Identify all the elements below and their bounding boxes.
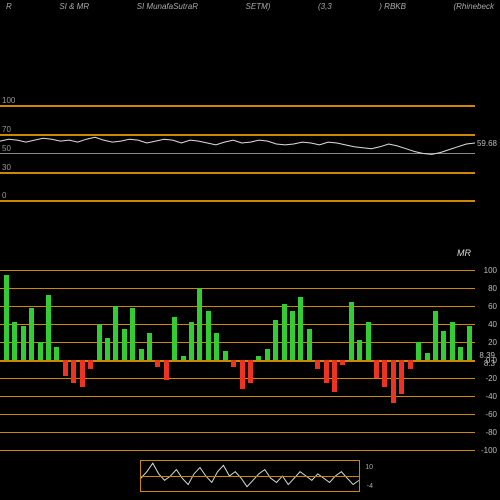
bar — [105, 338, 110, 361]
bar — [357, 340, 362, 360]
bar — [88, 360, 93, 369]
bar — [408, 360, 413, 369]
hdr-4: (3,3 — [318, 2, 332, 14]
bar — [458, 347, 463, 361]
bar — [139, 349, 144, 360]
bar — [307, 329, 312, 361]
bar — [399, 360, 404, 394]
bar — [324, 360, 329, 383]
bar — [248, 360, 253, 383]
gridline — [0, 450, 475, 451]
rsi-line-panel: 0305070100 59.68 — [0, 105, 475, 200]
bar — [467, 326, 472, 360]
header-row: R SI & MR SI MunafaSutraR SETM) (3,3 ) R… — [0, 2, 500, 14]
hdr-6: (Rhinebeck — [453, 2, 493, 14]
bar — [340, 360, 345, 365]
bar — [4, 275, 9, 361]
bar — [425, 353, 430, 360]
rsi-line-svg — [0, 105, 475, 200]
bar — [282, 304, 287, 360]
bar — [391, 360, 396, 403]
gridline-label: 80 — [488, 284, 497, 293]
bar — [12, 322, 17, 360]
bar — [130, 308, 135, 360]
bars-container — [4, 270, 475, 450]
hdr-3: SETM) — [246, 2, 271, 14]
bar — [113, 306, 118, 360]
bar — [315, 360, 320, 369]
bar — [256, 356, 261, 361]
bar — [189, 322, 194, 360]
bar — [181, 356, 186, 361]
bar — [172, 317, 177, 360]
gridline-label: -100 — [481, 446, 497, 455]
bar — [214, 333, 219, 360]
bar — [29, 308, 34, 360]
bar — [433, 311, 438, 361]
bar — [197, 288, 202, 360]
gridline-label: -40 — [485, 392, 497, 401]
bottom-label-bottom: -4 — [367, 483, 373, 490]
bar — [332, 360, 337, 392]
bar — [349, 302, 354, 361]
gridline-label: 60 — [488, 302, 497, 311]
bar — [366, 322, 371, 360]
bar — [290, 311, 295, 361]
bar — [223, 351, 228, 360]
gridline-label: 100 — [2, 96, 15, 105]
gridline-label: 40 — [488, 320, 497, 329]
bar — [298, 297, 303, 360]
gridline — [0, 200, 475, 202]
bar — [240, 360, 245, 389]
bar — [122, 329, 127, 361]
bar — [155, 360, 160, 367]
bar — [21, 326, 26, 360]
hdr-5: ) RBKB — [379, 2, 406, 14]
gridline-label: 20 — [488, 338, 497, 347]
bar — [231, 360, 236, 367]
hdr-0: R — [6, 2, 12, 14]
bar — [273, 320, 278, 361]
bar — [265, 349, 270, 360]
hdr-1: SI & MR — [59, 2, 89, 14]
gridline-label: -80 — [485, 428, 497, 437]
mr-label: MR — [457, 248, 471, 258]
bar — [416, 342, 421, 360]
bar — [147, 333, 152, 360]
bar — [54, 347, 59, 361]
bar — [441, 331, 446, 360]
bar — [164, 360, 169, 380]
bottom-mini-panel: 10 -4 — [140, 460, 360, 492]
bar — [38, 342, 43, 360]
bar — [63, 360, 68, 376]
bar — [382, 360, 387, 387]
gridline-label: -20 — [485, 374, 497, 383]
stacked-label-1: 8.3 — [484, 360, 495, 368]
bar — [80, 360, 85, 387]
hdr-2: SI MunafaSutraR — [137, 2, 198, 14]
bar — [206, 311, 211, 361]
bar — [97, 324, 102, 360]
bottom-label-top: 10 — [365, 464, 373, 471]
mr-bar-panel: MR 100806040200 0-20-40-60-80-100 8.39 8… — [0, 270, 475, 450]
gridline-label: -60 — [485, 410, 497, 419]
current-value-label: 59.68 — [477, 139, 497, 148]
gridline-label: 100 — [484, 266, 497, 275]
bar — [46, 295, 51, 360]
bar — [450, 322, 455, 360]
bar — [374, 360, 379, 378]
bar — [71, 360, 76, 383]
